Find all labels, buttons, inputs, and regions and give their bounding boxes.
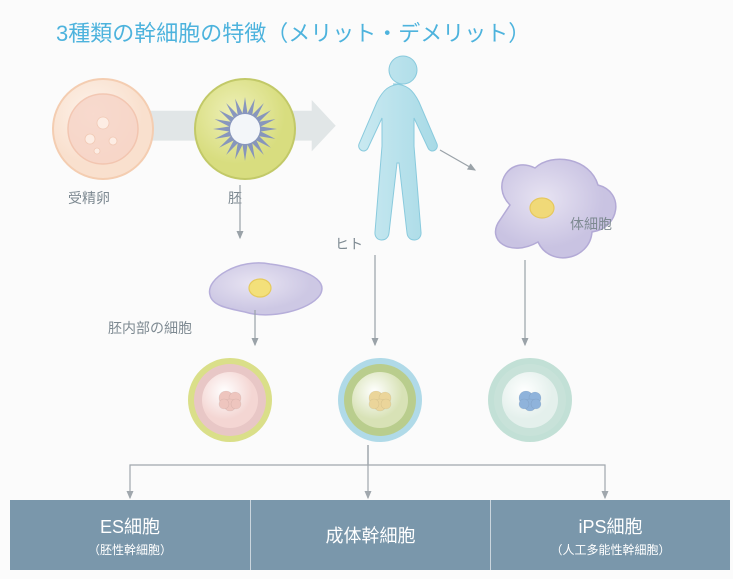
footer-main-2: iPS細胞 [578, 513, 642, 539]
page-title: 3種類の幹細胞の特徴（メリット・デメリット） [56, 16, 530, 48]
stem-es-cell [180, 350, 280, 450]
stem-ips-cell [480, 350, 580, 450]
footer-main-1: 成体幹細胞 [326, 522, 416, 548]
inner-cell [200, 250, 340, 330]
fertilized-egg-label: 受精卵 [68, 188, 110, 208]
footer-sub-2: （人工多能性幹細胞） [550, 541, 670, 558]
footer-main-0: ES細胞 [100, 513, 160, 539]
embryo-label: 胚 [228, 188, 242, 208]
footer-row: ES細胞 （胚性幹細胞） 成体幹細胞 iPS細胞 （人工多能性幹細胞） [0, 500, 733, 570]
footer-sub-0: （胚性幹細胞） [88, 541, 172, 558]
human-figure [338, 50, 468, 260]
embryo-cell [190, 74, 300, 184]
stem-adult-cell [330, 350, 430, 450]
fertilized-egg-cell [48, 74, 158, 184]
inner-cell-label: 胚内部の細胞 [108, 318, 192, 338]
footer-cell-1: 成体幹細胞 [250, 500, 490, 570]
footer-cell-2: iPS細胞 （人工多能性幹細胞） [490, 500, 730, 570]
footer-cell-0: ES細胞 （胚性幹細胞） [10, 500, 250, 570]
somatic-cell-label: 体細胞 [570, 214, 612, 234]
